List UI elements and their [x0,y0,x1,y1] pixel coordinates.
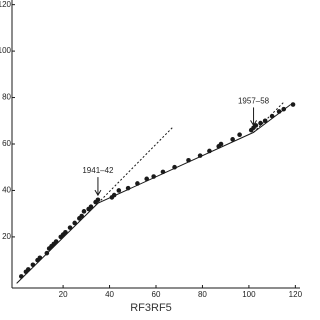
annotation-arrowhead [94,189,102,197]
y-tick-label: 80 [2,93,11,102]
trend-line [97,127,173,204]
data-point [95,197,101,203]
data-point [230,137,235,142]
data-point [276,109,282,114]
x-tick-label: 80 [198,290,207,299]
chart: RF3RF5 20 40 60 80 100 120 20 40 60 80 100 120 1941–… [0,0,302,314]
data-point [18,274,24,279]
trend-line [253,101,285,133]
x-tick-label: 120 [289,290,302,299]
data-point [81,209,87,214]
x-tick-label: 20 [59,290,68,299]
data-point [88,204,94,210]
data-point [186,157,191,163]
x-tick-label: 100 [242,290,256,299]
data-point [53,239,59,244]
data-point [63,229,68,235]
data-point [25,267,31,272]
data-point [125,185,131,191]
data-point [151,174,156,179]
y-tick-label: 60 [2,139,11,148]
y-tick-label: 100 [0,46,12,55]
annotation-arrowhead [250,120,257,127]
data-point [281,106,287,112]
data-point [218,141,224,147]
y-tick-label: 40 [2,186,11,195]
data-point [290,102,296,107]
data-point [269,113,275,119]
data-point [207,148,212,154]
data-point [72,220,78,226]
data-point [160,169,166,175]
data-point [172,164,177,170]
data-point [237,132,242,138]
data-point [144,176,150,182]
data-point [37,255,43,261]
data-point [258,120,263,126]
data-point [67,225,73,230]
data-point [135,181,140,186]
page: {"chart_data": {"type": "scatter", "xlim… [0,0,302,314]
data-point [79,213,84,219]
y-tick-label: 120 [0,0,12,9]
data-point [111,192,117,198]
watermark: RF3RF5 [130,302,172,314]
data-point [116,188,122,193]
y-tick-label: 20 [2,232,11,241]
data-point [30,262,36,268]
x-tick-label: 60 [152,290,161,299]
data-point [262,118,268,124]
data-point [44,250,50,256]
x-tick-label: 40 [105,290,114,299]
annotation-label: 1957–58 [238,97,270,106]
data-point [197,153,203,158]
annotation-label: 1941–42 [82,166,114,175]
